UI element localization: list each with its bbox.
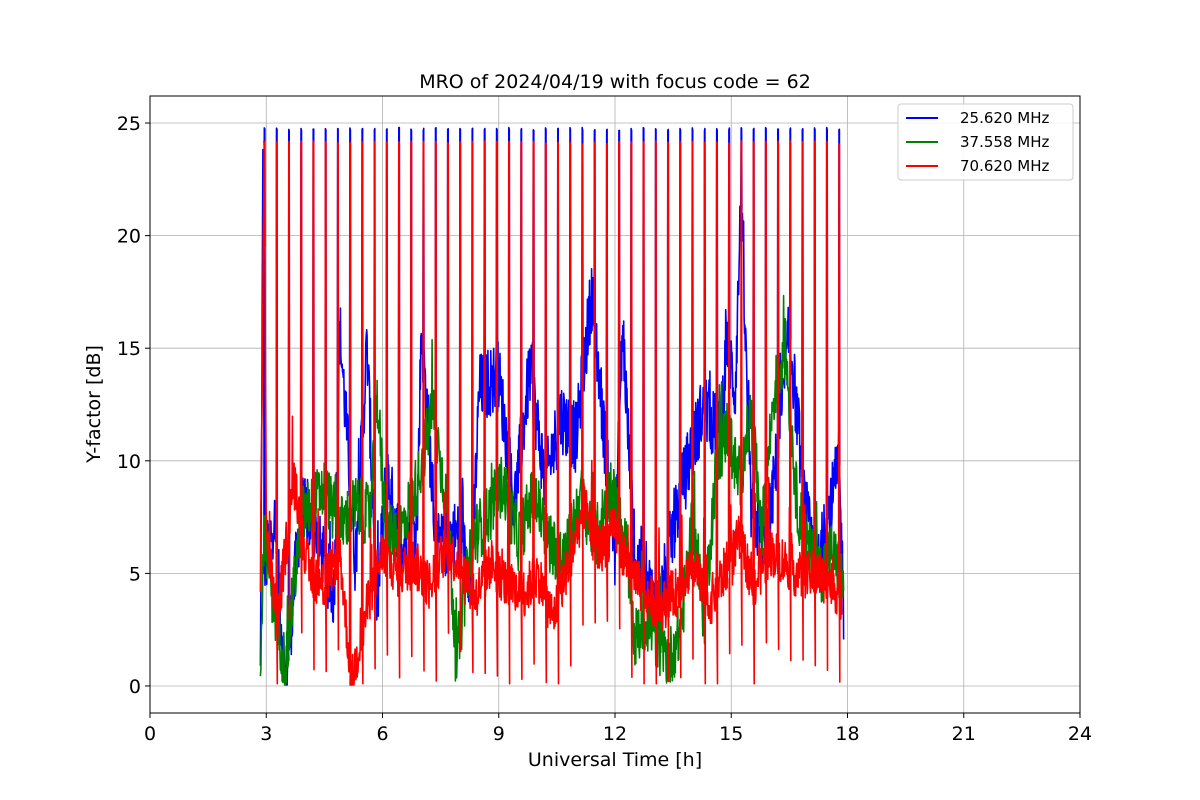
series-line-1 bbox=[259, 126, 845, 686]
y-tick-label: 0 bbox=[129, 676, 141, 698]
y-tick-label: 15 bbox=[117, 338, 141, 360]
y-tick-label: 20 bbox=[117, 226, 141, 248]
legend-label: 37.558 MHz bbox=[960, 133, 1049, 151]
x-tick-label: 21 bbox=[952, 723, 976, 745]
y-ticks: 0 5 10 15 20 25 bbox=[117, 113, 150, 698]
x-axis-label: Universal Time [h] bbox=[528, 749, 702, 771]
series-line-3 bbox=[259, 140, 843, 686]
x-tick-label: 0 bbox=[144, 723, 156, 745]
x-tick-label: 12 bbox=[603, 723, 627, 745]
chart-title: MRO of 2024/04/19 with focus code = 62 bbox=[419, 71, 811, 93]
y-tick-label: 10 bbox=[117, 451, 141, 473]
legend: 25.620 MHz 37.558 MHz 70.620 MHz bbox=[897, 103, 1074, 181]
x-tick-label: 24 bbox=[1068, 723, 1092, 745]
x-tick-label: 18 bbox=[835, 723, 859, 745]
y-tick-label: 5 bbox=[129, 563, 141, 585]
plot-series bbox=[259, 126, 845, 686]
x-tick-label: 6 bbox=[376, 723, 388, 745]
x-tick-label: 3 bbox=[260, 723, 272, 745]
x-ticks: 0 3 6 9 12 15 18 21 24 bbox=[144, 713, 1092, 745]
x-tick-label: 15 bbox=[719, 723, 743, 745]
legend-box bbox=[897, 103, 1074, 181]
y-tick-label: 25 bbox=[117, 113, 141, 135]
series-line-2 bbox=[259, 294, 845, 686]
legend-label: 25.620 MHz bbox=[960, 109, 1049, 127]
x-tick-label: 9 bbox=[493, 723, 505, 745]
y-axis-label: Y-factor [dB] bbox=[83, 345, 105, 464]
legend-label: 70.620 MHz bbox=[960, 157, 1049, 175]
